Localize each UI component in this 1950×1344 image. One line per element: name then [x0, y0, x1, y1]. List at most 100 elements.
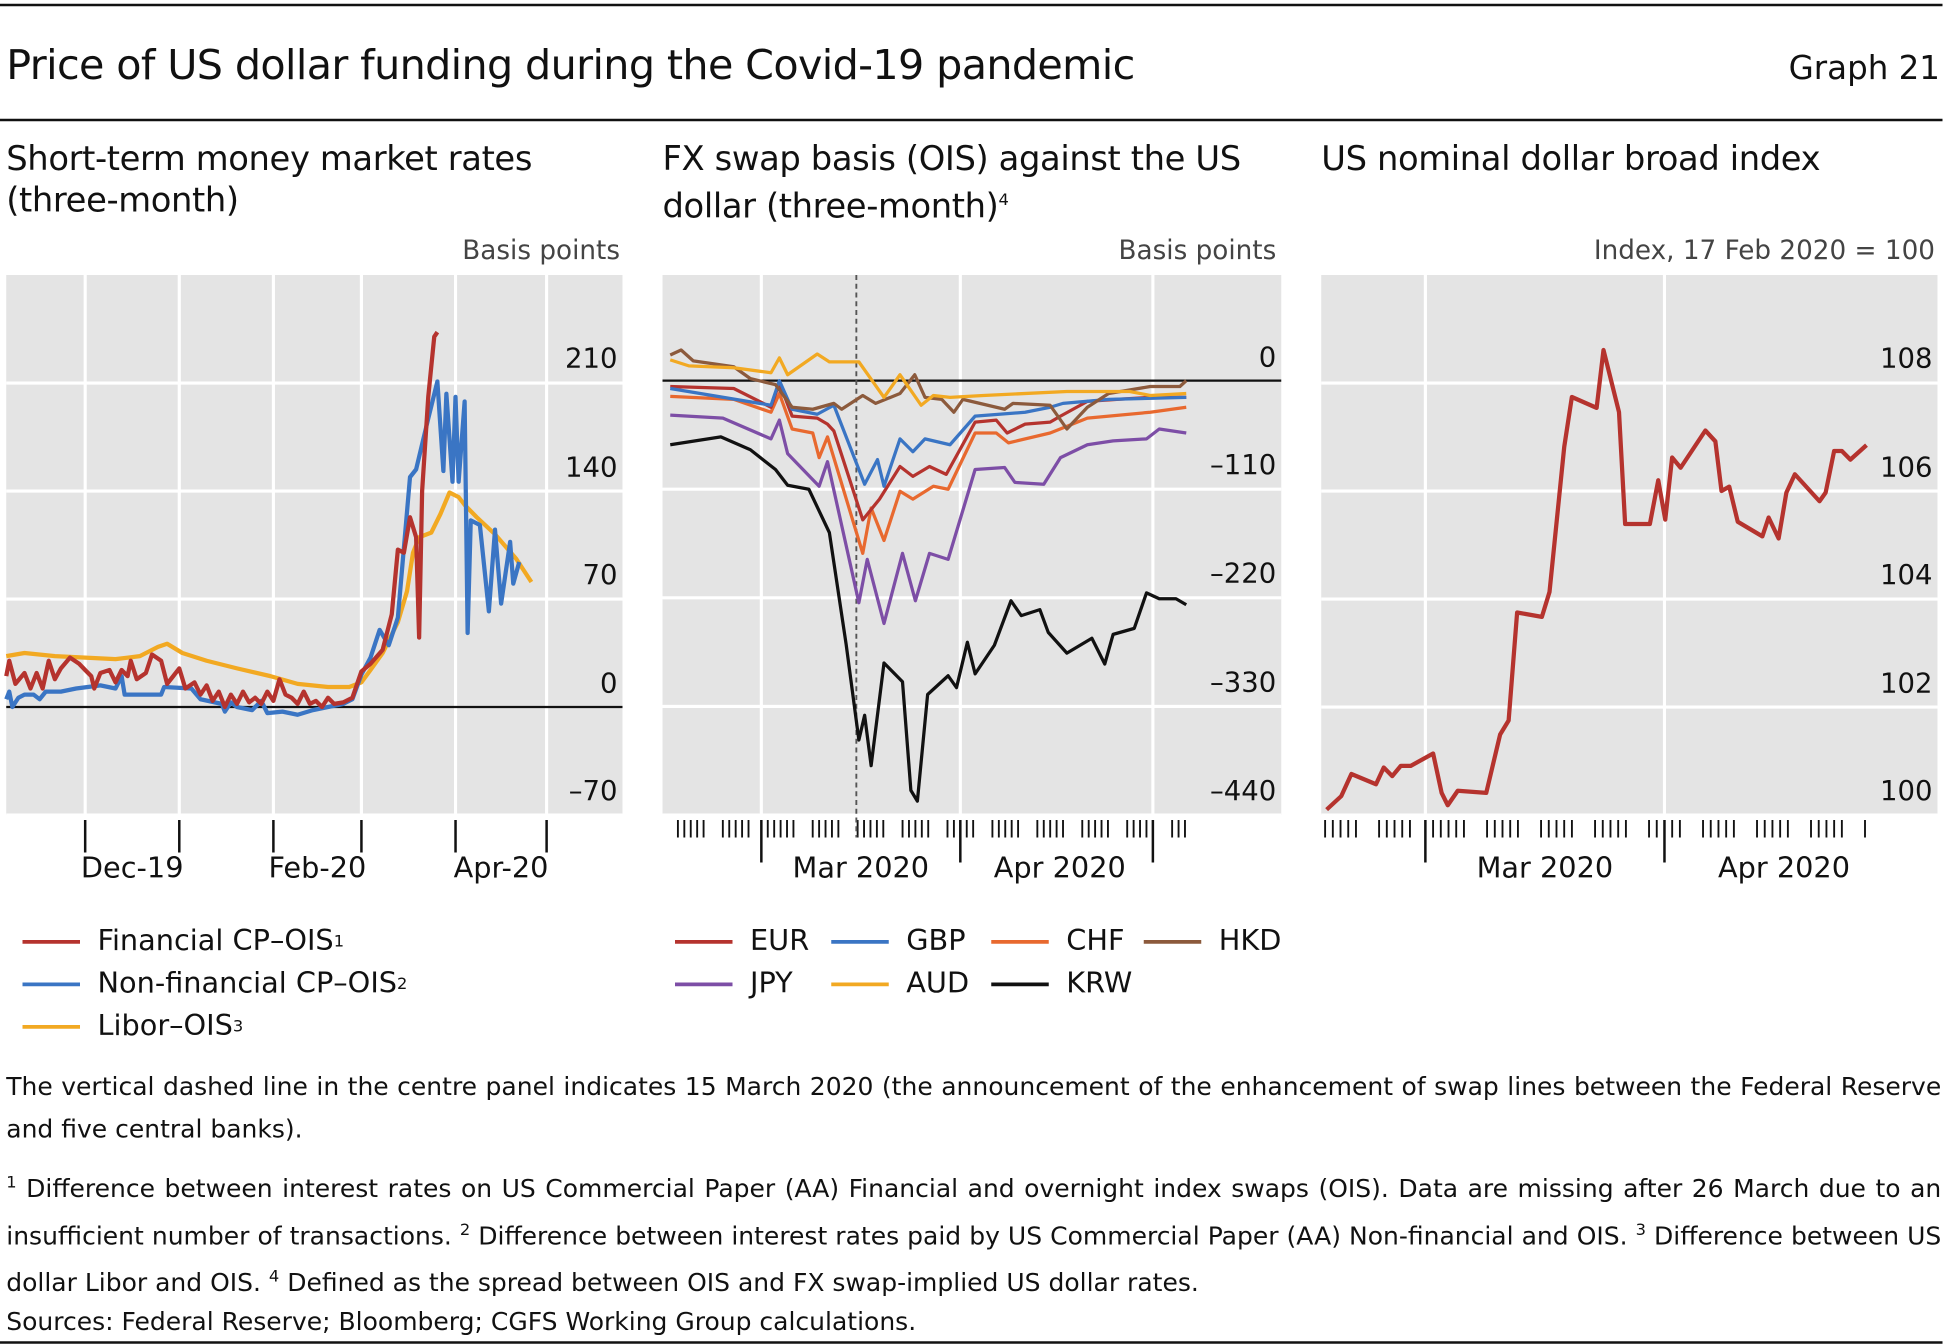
y-tick-label: 140 [565, 452, 618, 484]
footnotes: 1 Difference between interest rates on U… [6, 1163, 1941, 1304]
legend-label: KRW [1066, 967, 1133, 1001]
legend-swatch [675, 981, 733, 986]
series-line-aud [669, 352, 1187, 407]
panel-title-line: FX swap basis (OIS) against the US [662, 140, 1242, 179]
x-tick-label: Apr 2020 [993, 852, 1126, 886]
footnote-marker: 3 [232, 1016, 244, 1036]
x-tick-label: Dec-19 [80, 852, 184, 886]
panel-title-line: (three-month) [6, 181, 239, 220]
panel-title-line: dollar (three-month) [662, 187, 999, 227]
y-tick-label: 100 [1880, 776, 1933, 808]
legend-left: Financial CP–OIS 1 Non-financial CP–OIS 2… [22, 920, 408, 1048]
y-tick-label: –220 [1210, 559, 1277, 591]
legend-swatch [22, 981, 80, 986]
legend-label: HKD [1218, 925, 1282, 958]
series-line-us-nominal-dollar-broad-index [1325, 347, 1868, 812]
chart-panel-3 [1321, 275, 1938, 863]
x-tick-label: Apr-20 [453, 852, 549, 886]
legend-label: Non-financial CP–OIS [97, 967, 398, 1001]
page-title: Price of US dollar funding during the Co… [6, 40, 1135, 89]
legend-item: Financial CP–OIS 1 [22, 920, 408, 963]
series-line-financial-cp-ois [4, 330, 440, 710]
series-line-libor-ois [5, 490, 534, 690]
footnote-3: Difference between US dollar Libor and O… [6, 1220, 1942, 1298]
legend-label: Financial CP–OIS [97, 925, 334, 958]
footnote-1: Difference between interest rates on US … [6, 1173, 1942, 1251]
panel-title-line: US nominal dollar broad index [1321, 140, 1821, 179]
legend-swatch [831, 939, 889, 944]
y-unit-label: Index, 17 Feb 2020 = 100 [1593, 235, 1935, 265]
title-rule [0, 118, 1943, 122]
y-tick-label: –440 [1210, 776, 1277, 808]
sources: Sources: Federal Reserve; Bloomberg; CGF… [6, 1306, 917, 1337]
series-line-krw [670, 435, 1188, 803]
chart-panel-1 [4, 275, 623, 853]
footnote-marker: 3 [1635, 1220, 1646, 1240]
graph-number: Graph 21 [1788, 50, 1940, 88]
panel-title-fx-swap: FX swap basis (OIS) against the US dolla… [662, 139, 1242, 228]
series-line-jpy [670, 413, 1187, 626]
footnote-marker: 1 [333, 931, 345, 951]
y-unit-label: Basis points [1118, 235, 1277, 265]
footnote-marker: 4 [998, 191, 1009, 210]
footnote-2: Difference between interest rates paid b… [470, 1220, 1636, 1251]
panel-title-line: Short-term money market rates [6, 140, 533, 179]
legend-label: CHF [1066, 925, 1125, 958]
legend-swatch [22, 939, 80, 944]
bottom-rule [0, 1341, 1943, 1344]
y-tick-label: 104 [1880, 560, 1933, 592]
legend-swatch [991, 981, 1049, 986]
footnote-4: Defined as the spread between OIS and FX… [279, 1267, 1199, 1298]
x-tick-label: Feb-20 [268, 852, 367, 886]
y-tick-label: –110 [1210, 450, 1277, 482]
y-tick-label: 0 [1258, 341, 1277, 374]
y-tick-label: 106 [1880, 452, 1933, 484]
legend-label: JPY [750, 967, 793, 1001]
legend-item: KRW [991, 963, 1132, 1006]
chart-panel-2 [662, 275, 1282, 863]
plot-background [6, 275, 623, 815]
x-tick-label: Mar 2020 [1476, 852, 1614, 886]
legend-swatch [1143, 939, 1202, 944]
footnote-marker: 2 [397, 974, 408, 994]
footnote-marker: 1 [6, 1173, 17, 1193]
legend-swatch [22, 1024, 80, 1029]
plot-background [662, 275, 1282, 815]
legend-swatch [831, 981, 889, 986]
legend-item: GBP [831, 920, 966, 963]
legend-item: Non-financial CP–OIS 2 [22, 963, 408, 1006]
series-line-chf [670, 391, 1187, 555]
legend-item: CHF [991, 920, 1124, 963]
y-unit-label: Basis points [462, 235, 620, 265]
footnote-marker: 4 [268, 1267, 280, 1287]
legend-swatch [675, 939, 733, 944]
series-line-non-financial-cp-ois [4, 379, 522, 717]
panel-title-money-market: Short-term money market rates (three-mon… [6, 139, 532, 222]
y-tick-label: –70 [568, 776, 618, 808]
legend-item: AUD [831, 963, 969, 1006]
legend-item: JPY [675, 963, 793, 1006]
legend-label: AUD [906, 967, 970, 1001]
footnote-marker: 2 [459, 1220, 471, 1240]
legend-item: Libor–OIS 3 [22, 1005, 408, 1048]
y-tick-label: 70 [582, 560, 618, 592]
legend-label: EUR [750, 925, 810, 958]
legend-item: EUR [675, 920, 809, 963]
y-tick-label: 102 [1880, 668, 1933, 700]
legend-item: HKD [1143, 920, 1282, 963]
x-tick-label: Apr 2020 [1717, 852, 1851, 886]
panel-title-dollar-index: US nominal dollar broad index [1321, 139, 1820, 180]
x-tick-label: Mar 2020 [792, 852, 930, 886]
legend-label: GBP [906, 925, 966, 958]
y-tick-label: 0 [600, 668, 618, 700]
y-tick-label: –330 [1210, 667, 1277, 699]
y-tick-label: 210 [565, 344, 618, 376]
y-tick-label: 108 [1880, 344, 1933, 376]
top-rule [0, 3, 1943, 7]
legend-label: Libor–OIS [97, 1010, 233, 1043]
series-line-hkd [669, 348, 1188, 431]
legend-swatch [991, 939, 1049, 944]
chart-note: The vertical dashed line in the centre p… [6, 1071, 1942, 1144]
series-line-eur [670, 381, 1187, 522]
